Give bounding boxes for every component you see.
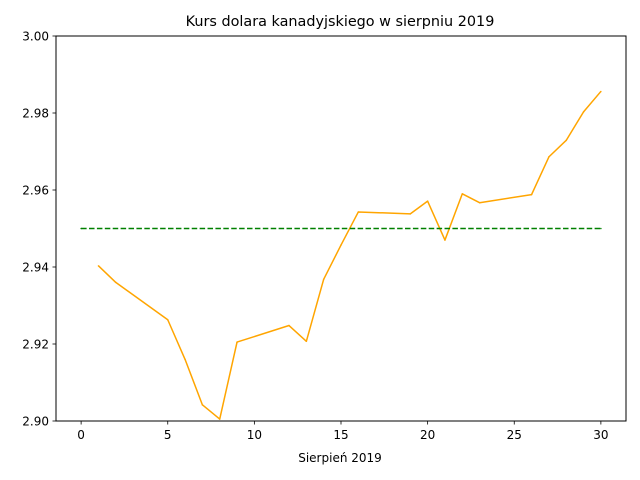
y-tick-label: 2.96 (22, 183, 49, 197)
data-point (461, 193, 464, 195)
data-point (548, 156, 550, 158)
data-point (201, 404, 204, 406)
data-point (184, 358, 186, 361)
x-axis-label: Sierpień 2019 (298, 451, 382, 465)
x-axis: 0 5 10 15 20 25 30 (77, 421, 609, 442)
data-point (115, 281, 117, 284)
x-tick-label: 15 (333, 428, 348, 442)
y-tick-label: 2.92 (22, 337, 49, 351)
data-point (305, 340, 308, 343)
x-tick-label: 0 (77, 428, 85, 442)
data-point (444, 239, 446, 241)
data-point (288, 324, 290, 327)
data-point (97, 265, 100, 267)
plot-area (80, 90, 602, 420)
data-point (322, 278, 325, 281)
x-tick-label: 5 (164, 428, 172, 442)
data-point (426, 200, 429, 202)
data-point (80, 227, 82, 230)
y-tick-label: 2.90 (22, 414, 49, 428)
data-point (600, 90, 602, 93)
data-point (340, 244, 342, 246)
rate-line (97, 90, 602, 420)
x-tick-label: 30 (593, 428, 608, 442)
data-point (357, 211, 360, 213)
data-point (409, 213, 412, 215)
data-point (167, 319, 169, 321)
y-tick-label: 3.00 (22, 29, 49, 43)
x-tick-label: 20 (420, 428, 435, 442)
data-point (600, 227, 602, 230)
data-point (478, 201, 481, 204)
data-point (218, 418, 221, 420)
data-point (530, 193, 533, 196)
data-point (565, 139, 567, 142)
x-tick-label: 25 (507, 428, 522, 442)
chart-title: Kurs dolara kanadyjskiego w sierpniu 201… (186, 14, 495, 30)
data-point (582, 111, 585, 113)
y-axis: 2.90 2.92 2.94 2.96 2.98 3.00 (22, 29, 56, 428)
y-tick-label: 2.94 (22, 260, 49, 274)
y-tick-label: 2.98 (22, 106, 49, 120)
x-tick-label: 10 (247, 428, 262, 442)
data-point (236, 341, 238, 343)
